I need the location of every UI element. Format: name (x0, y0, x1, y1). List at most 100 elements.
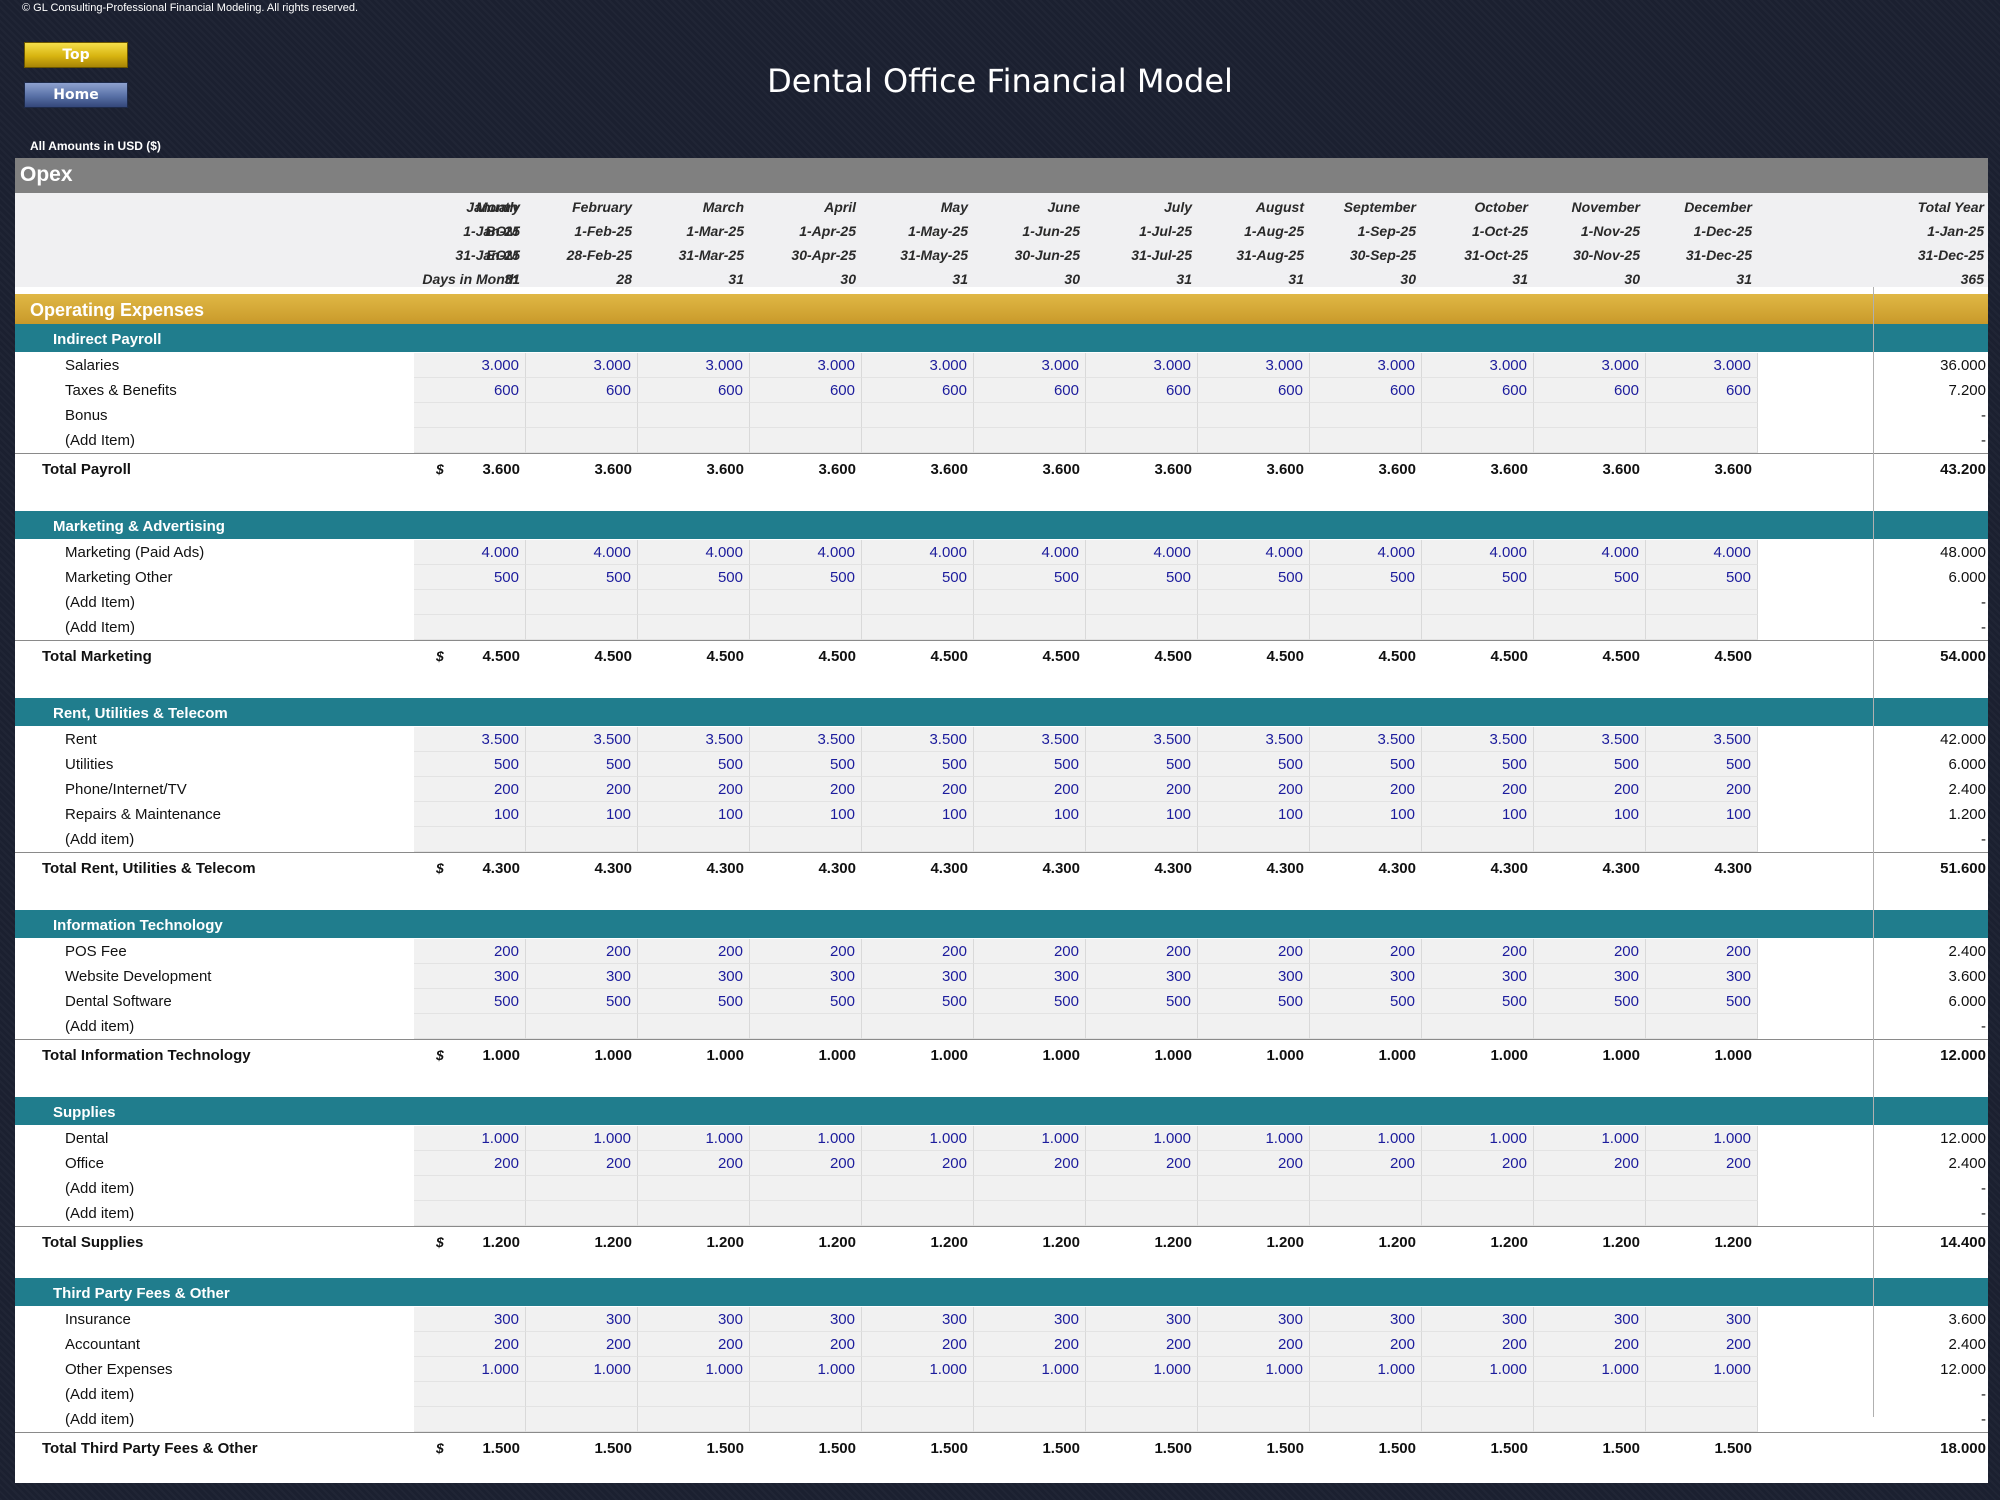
input-cell[interactable]: 200 (1646, 1332, 1758, 1357)
input-cell[interactable]: 300 (1422, 1307, 1534, 1332)
input-cell[interactable] (1310, 615, 1422, 640)
input-cell[interactable]: 200 (1198, 939, 1310, 964)
input-cell[interactable]: 500 (974, 752, 1086, 777)
input-cell[interactable]: 500 (638, 565, 750, 590)
input-cell[interactable]: 300 (1086, 964, 1198, 989)
input-cell[interactable]: 500 (1646, 752, 1758, 777)
input-cell[interactable]: 100 (414, 802, 526, 827)
input-cell[interactable] (1198, 1407, 1310, 1432)
input-cell[interactable]: 1.000 (1198, 1357, 1310, 1382)
input-cell[interactable]: 4.000 (638, 540, 750, 565)
input-cell[interactable]: 1.000 (750, 1126, 862, 1151)
input-cell[interactable] (1086, 1382, 1198, 1407)
input-cell[interactable] (862, 428, 974, 453)
input-cell[interactable] (1310, 1176, 1422, 1201)
input-cell[interactable]: 100 (1534, 802, 1646, 827)
input-cell[interactable]: 200 (1310, 1332, 1422, 1357)
input-cell[interactable] (1422, 827, 1534, 852)
input-cell[interactable]: 500 (526, 752, 638, 777)
input-cell[interactable] (1534, 1176, 1646, 1201)
input-cell[interactable]: 200 (1198, 777, 1310, 802)
input-cell[interactable]: 500 (414, 565, 526, 590)
input-cell[interactable]: 1.000 (638, 1357, 750, 1382)
input-cell[interactable] (862, 403, 974, 428)
input-cell[interactable]: 300 (1198, 1307, 1310, 1332)
input-cell[interactable]: 200 (1422, 1332, 1534, 1357)
input-cell[interactable] (862, 590, 974, 615)
input-cell[interactable]: 200 (862, 777, 974, 802)
input-cell[interactable]: 4.000 (1534, 540, 1646, 565)
input-cell[interactable] (414, 827, 526, 852)
input-cell[interactable] (638, 403, 750, 428)
input-cell[interactable]: 300 (1198, 964, 1310, 989)
home-button[interactable]: Home (24, 82, 128, 108)
input-cell[interactable] (1086, 403, 1198, 428)
input-cell[interactable]: 600 (414, 378, 526, 403)
input-cell[interactable]: 200 (526, 1332, 638, 1357)
input-cell[interactable] (1422, 428, 1534, 453)
input-cell[interactable]: 200 (1534, 777, 1646, 802)
input-cell[interactable] (526, 1014, 638, 1039)
input-cell[interactable]: 3.000 (1086, 353, 1198, 378)
input-cell[interactable]: 3.500 (1310, 727, 1422, 752)
input-cell[interactable]: 500 (1198, 752, 1310, 777)
input-cell[interactable]: 200 (638, 1332, 750, 1357)
input-cell[interactable] (638, 590, 750, 615)
input-cell[interactable]: 600 (526, 378, 638, 403)
input-cell[interactable]: 100 (974, 802, 1086, 827)
input-cell[interactable] (1534, 428, 1646, 453)
input-cell[interactable]: 4.000 (1422, 540, 1534, 565)
input-cell[interactable]: 4.000 (1310, 540, 1422, 565)
input-cell[interactable]: 200 (974, 1151, 1086, 1176)
input-cell[interactable]: 300 (1646, 1307, 1758, 1332)
input-cell[interactable] (526, 428, 638, 453)
input-cell[interactable]: 500 (638, 989, 750, 1014)
input-cell[interactable]: 1.000 (1422, 1126, 1534, 1151)
input-cell[interactable]: 3.000 (1198, 353, 1310, 378)
input-cell[interactable]: 200 (1086, 777, 1198, 802)
input-cell[interactable]: 500 (1086, 752, 1198, 777)
input-cell[interactable]: 1.000 (1310, 1357, 1422, 1382)
input-cell[interactable]: 500 (974, 989, 1086, 1014)
input-cell[interactable]: 3.500 (1534, 727, 1646, 752)
input-cell[interactable] (1534, 1382, 1646, 1407)
input-cell[interactable]: 3.000 (1646, 353, 1758, 378)
input-cell[interactable] (1646, 615, 1758, 640)
input-cell[interactable] (638, 1382, 750, 1407)
input-cell[interactable]: 3.000 (1310, 353, 1422, 378)
input-cell[interactable]: 1.000 (1086, 1357, 1198, 1382)
input-cell[interactable] (414, 403, 526, 428)
input-cell[interactable]: 500 (1086, 989, 1198, 1014)
input-cell[interactable]: 500 (1534, 752, 1646, 777)
input-cell[interactable]: 500 (526, 989, 638, 1014)
input-cell[interactable]: 3.000 (974, 353, 1086, 378)
input-cell[interactable] (974, 827, 1086, 852)
input-cell[interactable]: 500 (1646, 565, 1758, 590)
input-cell[interactable]: 200 (1422, 939, 1534, 964)
input-cell[interactable]: 500 (862, 565, 974, 590)
input-cell[interactable]: 1.000 (750, 1357, 862, 1382)
input-cell[interactable] (1534, 827, 1646, 852)
input-cell[interactable] (974, 1407, 1086, 1432)
input-cell[interactable]: 600 (1310, 378, 1422, 403)
input-cell[interactable]: 300 (1422, 964, 1534, 989)
input-cell[interactable] (1646, 403, 1758, 428)
input-cell[interactable]: 4.000 (526, 540, 638, 565)
top-button[interactable]: Top (24, 42, 128, 68)
input-cell[interactable]: 500 (1198, 989, 1310, 1014)
input-cell[interactable] (862, 1382, 974, 1407)
input-cell[interactable] (1646, 1176, 1758, 1201)
input-cell[interactable] (862, 827, 974, 852)
input-cell[interactable] (750, 615, 862, 640)
input-cell[interactable]: 200 (638, 1151, 750, 1176)
input-cell[interactable] (974, 615, 1086, 640)
input-cell[interactable]: 600 (1086, 378, 1198, 403)
input-cell[interactable]: 1.000 (414, 1357, 526, 1382)
input-cell[interactable]: 200 (862, 939, 974, 964)
input-cell[interactable]: 3.500 (1422, 727, 1534, 752)
input-cell[interactable]: 3.500 (526, 727, 638, 752)
input-cell[interactable] (862, 1176, 974, 1201)
input-cell[interactable]: 500 (750, 565, 862, 590)
input-cell[interactable] (1422, 1201, 1534, 1226)
input-cell[interactable]: 3.000 (1422, 353, 1534, 378)
